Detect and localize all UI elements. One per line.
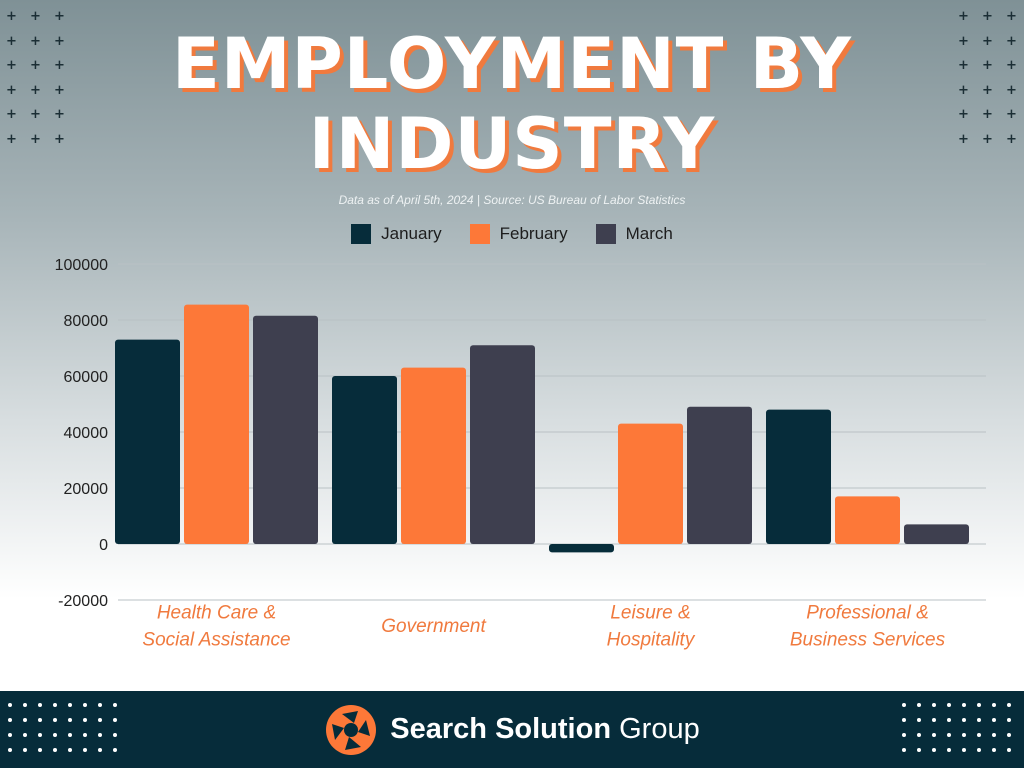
bar-january-0: [115, 339, 180, 544]
legend-item-february: February: [469, 224, 568, 244]
legend-swatch-january: [351, 224, 372, 244]
bar-march-0: [253, 315, 318, 544]
legend-swatch-february: [469, 224, 490, 244]
x-category-label: Health Care &: [157, 603, 276, 624]
bar-february-2: [618, 423, 683, 544]
legend-swatch-march: [595, 224, 616, 244]
brand-name-regular: Group: [619, 713, 700, 745]
bar-chart: 100000 80000 60000 40000 20000 0 -20000 Health …: [55, 257, 986, 651]
bar-january-3: [766, 409, 831, 544]
y-tick-label: 20000: [64, 481, 109, 498]
bar-january-1: [332, 376, 397, 544]
chart-legend: January February March: [0, 224, 1024, 244]
x-category-label: Leisure &: [610, 603, 690, 624]
title-line-1: EMPLOYMENT BY: [172, 23, 852, 105]
bar-february-0: [184, 304, 249, 544]
chart-subtitle: Data as of April 5th, 2024 | Source: US …: [338, 193, 686, 207]
decorative-plus-grid-right: + + + + + + + + + + + + + + + + + +: [958, 9, 1017, 147]
brand-lockup: Search Solution Group: [0, 691, 1024, 768]
bar-january-2: [549, 544, 614, 553]
bar-march-3: [904, 524, 969, 544]
x-category-label: Hospitality: [607, 630, 696, 651]
decorative-dot-grid-left: [8, 703, 128, 763]
bar-february-3: [835, 496, 900, 544]
title-line-2: INDUSTRY: [308, 103, 716, 185]
bar-february-1: [401, 367, 466, 544]
legend-label-february: February: [499, 224, 568, 243]
decorative-plus-grid-left: + + + + + + + + + + + + + + + + + +: [6, 9, 65, 147]
y-tick-label: 100000: [55, 257, 108, 274]
y-tick-label: 60000: [64, 369, 109, 386]
bar-march-1: [470, 345, 535, 544]
y-tick-label: 40000: [64, 425, 109, 442]
legend-item-march: March: [595, 224, 673, 244]
legend-item-january: January: [351, 224, 442, 244]
camera-aperture-icon: [326, 704, 377, 755]
x-category-label: Social Assistance: [142, 630, 290, 651]
x-category-label: Professional &: [806, 603, 929, 624]
legend-label-march: March: [625, 224, 673, 243]
bar-march-2: [687, 406, 752, 544]
x-category-label: Government: [381, 616, 486, 637]
y-tick-label: -20000: [58, 593, 108, 610]
footer-bar: Search Solution Group: [0, 691, 1024, 768]
y-tick-label: 80000: [64, 313, 109, 330]
y-tick-label: 0: [99, 537, 108, 554]
legend-label-january: January: [381, 224, 442, 243]
decorative-dot-grid-right: [902, 703, 1022, 763]
x-category-label: Business Services: [790, 630, 946, 651]
brand-name-bold: Search Solution: [390, 713, 612, 745]
brand-name: Search Solution Group: [390, 713, 699, 746]
page-title: EMPLOYMENT BY INDUSTRY: [0, 24, 1024, 184]
